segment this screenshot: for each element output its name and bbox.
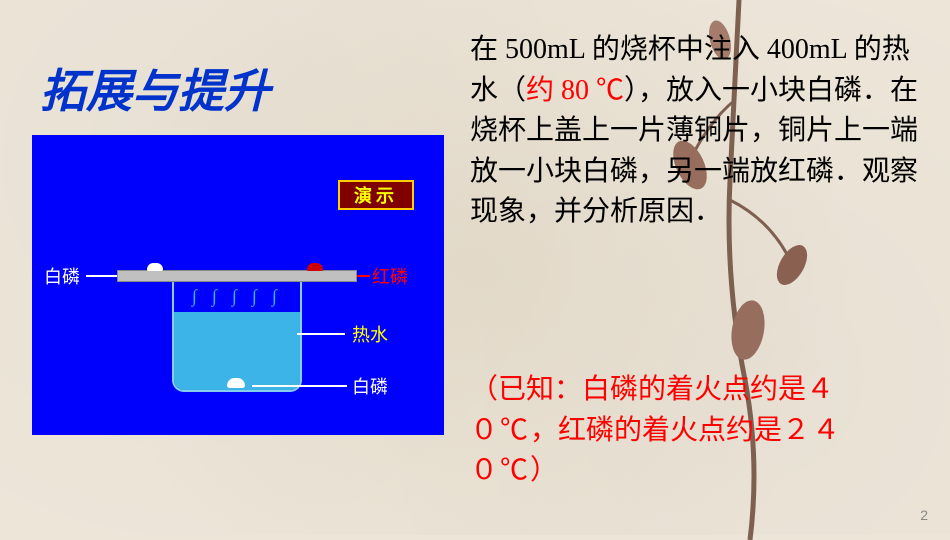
experiment-diagram: 演示 白磷 红磷 ∫ ∫ ∫ ∫ ∫ 热水 白磷 xyxy=(32,135,444,435)
pointer-line-bottom xyxy=(252,385,347,387)
label-white-phosphorus-bottom: 白磷 xyxy=(352,373,388,399)
page-number: 2 xyxy=(920,507,928,523)
beaker: ∫ ∫ ∫ ∫ ∫ xyxy=(172,282,302,392)
white-phosphorus-submerged xyxy=(227,378,245,388)
ignition-point-note: （已知：白磷的着火点约是４０℃，红磷的着火点约是２４０℃） xyxy=(470,370,920,492)
note-mid: ，红磷的着火点约是 xyxy=(530,415,782,446)
label-red-phosphorus: 红磷 xyxy=(372,263,408,289)
slide-title: 拓展与提升 xyxy=(40,55,270,121)
steam-icon: ∫ xyxy=(252,286,257,307)
copper-plate xyxy=(117,270,357,282)
pointer-line-hotwater xyxy=(297,333,345,335)
steam-icon: ∫ xyxy=(232,286,237,307)
instruction-text: 在 500mL 的烧杯中注入 400mL 的热水（约 80 ℃），放入一小块白磷… xyxy=(470,30,920,233)
steam-icon: ∫ xyxy=(272,286,277,307)
label-hot-water: 热水 xyxy=(352,321,388,347)
text-seg2-red: 约 80 ℃ xyxy=(526,75,624,106)
steam-icon: ∫ xyxy=(212,286,217,307)
steam-icon: ∫ xyxy=(192,286,197,307)
pointer-line-left xyxy=(86,275,118,277)
demo-button[interactable]: 演示 xyxy=(338,180,414,210)
label-white-phosphorus-left: 白磷 xyxy=(44,263,80,289)
white-phosphorus-top xyxy=(147,263,163,271)
red-phosphorus-top xyxy=(307,263,323,271)
note-open: （已知：白磷的着火点约是 xyxy=(470,374,806,405)
note-close: ） xyxy=(530,455,558,486)
